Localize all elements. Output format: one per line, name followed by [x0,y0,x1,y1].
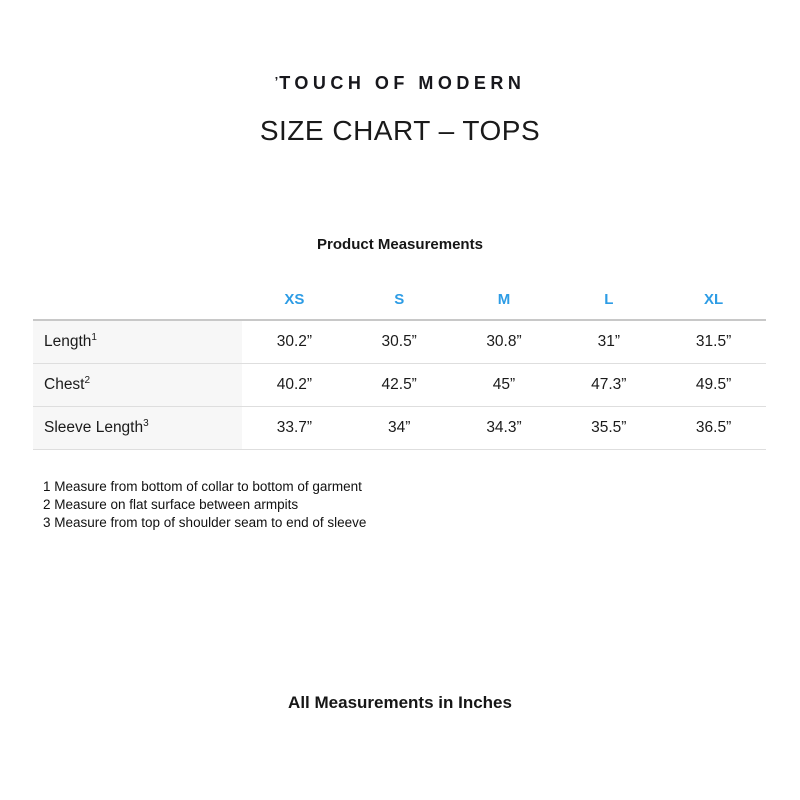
footnote-2: 2 Measure on flat surface between armpit… [43,496,299,512]
cell-length-l: 31” [597,332,620,350]
cell-length-xs: 30.2” [276,332,313,350]
cell-length-m: 30.8” [486,332,522,350]
units-note: All Measurements in Inches [288,692,512,712]
footnote-ref-2: 2 [84,374,91,386]
cell-chest-m: 45” [492,375,516,393]
cell-sleeve-m: 34.3” [486,418,522,436]
page-title: SIZE CHART – TOPS [259,115,541,146]
size-table-header: XS S M L XL [33,279,766,320]
footnote-1: 1 Measure from bottom of collar to botto… [43,478,362,494]
size-table-body: Length1 30.2” 30.5” 30.8” 31” 31.5” Ches… [33,320,766,449]
size-header-xl: XL [704,290,724,308]
table-caption: Product Measurements [317,236,483,253]
table-row-chest: Chest2 40.2” 42.5” 45” 47.3” 49.5” [33,363,766,406]
footnote-3: 3 Measure from top of shoulder seam to e… [43,514,367,530]
brand-name: TOUCH OF MODERN [279,73,526,93]
row-label-sleeve-length: Sleeve Length3 [33,406,242,449]
row-label-text: Sleeve Length [44,418,144,436]
size-header-l: L [604,290,614,308]
row-label-text: Chest [44,375,85,393]
size-header-s: S [394,290,405,308]
footnotes: 1 Measure from bottom of collar to botto… [43,478,800,532]
size-table: XS S M L XL Length1 30.2” 30.5” 30.8” 31… [33,279,766,450]
row-label-chest: Chest2 [33,363,242,406]
cell-sleeve-l: 35.5” [591,418,627,436]
cell-length-s: 30.5” [381,332,417,350]
cell-sleeve-xs: 33.7” [276,418,313,436]
cell-length-xl: 31.5” [695,332,732,350]
size-header-xs: XS [284,290,305,308]
row-label-text: Length [44,332,92,350]
logo-apostrophe-mark: ’ [274,74,279,89]
size-header-m: M [497,290,511,308]
brand-logo: ’TOUCH OF MODERN [0,72,800,94]
cell-chest-l: 47.3” [591,375,627,393]
size-header-row: XS S M L XL [33,279,766,320]
cell-chest-xl: 49.5” [695,375,732,393]
table-row-sleeve-length: Sleeve Length3 33.7” 34” 34.3” 35.5” 36.… [33,406,766,449]
cell-sleeve-s: 34” [387,418,411,436]
footnote-ref-1: 1 [91,331,97,343]
empty-header-cell [33,279,242,320]
table-row-length: Length1 30.2” 30.5” 30.8” 31” 31.5” [33,320,766,363]
cell-chest-s: 42.5” [381,375,417,393]
footnote-ref-3: 3 [143,417,149,429]
cell-sleeve-xl: 36.5” [695,418,732,436]
cell-chest-xs: 40.2” [276,375,313,393]
row-label-length: Length1 [33,320,242,363]
